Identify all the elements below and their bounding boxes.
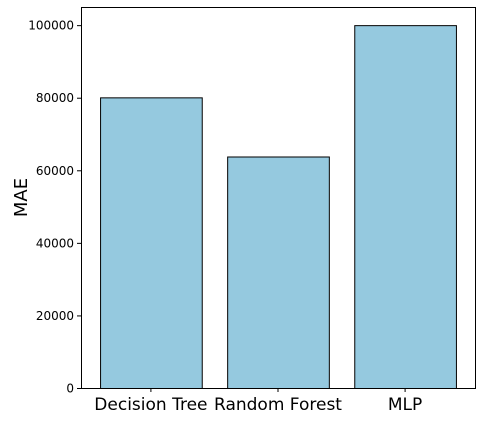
x-tick-label: MLP <box>388 395 422 415</box>
y-tick-label: 40000 <box>36 236 74 250</box>
x-axis-ticks: Decision Tree Random Forest MLP <box>94 388 422 415</box>
bar-mlp <box>354 25 457 390</box>
y-tick-label: 100000 <box>28 19 74 33</box>
bar-random-forest <box>227 156 330 389</box>
plot-frame <box>81 7 476 389</box>
y-axis-label: MAE <box>11 178 32 217</box>
y-tick-label: 0 <box>66 382 74 396</box>
x-tick-label: Decision Tree <box>94 395 207 415</box>
bar-decision-tree <box>100 97 203 389</box>
x-tick-label: Random Forest <box>214 395 342 415</box>
y-tick-label: 80000 <box>36 91 74 105</box>
y-tick-label: 20000 <box>36 309 74 323</box>
y-tick-label: 60000 <box>36 164 74 178</box>
y-axis-ticks: 0 20000 40000 60000 80000 100000 <box>28 19 81 396</box>
bars-layer <box>100 25 457 390</box>
